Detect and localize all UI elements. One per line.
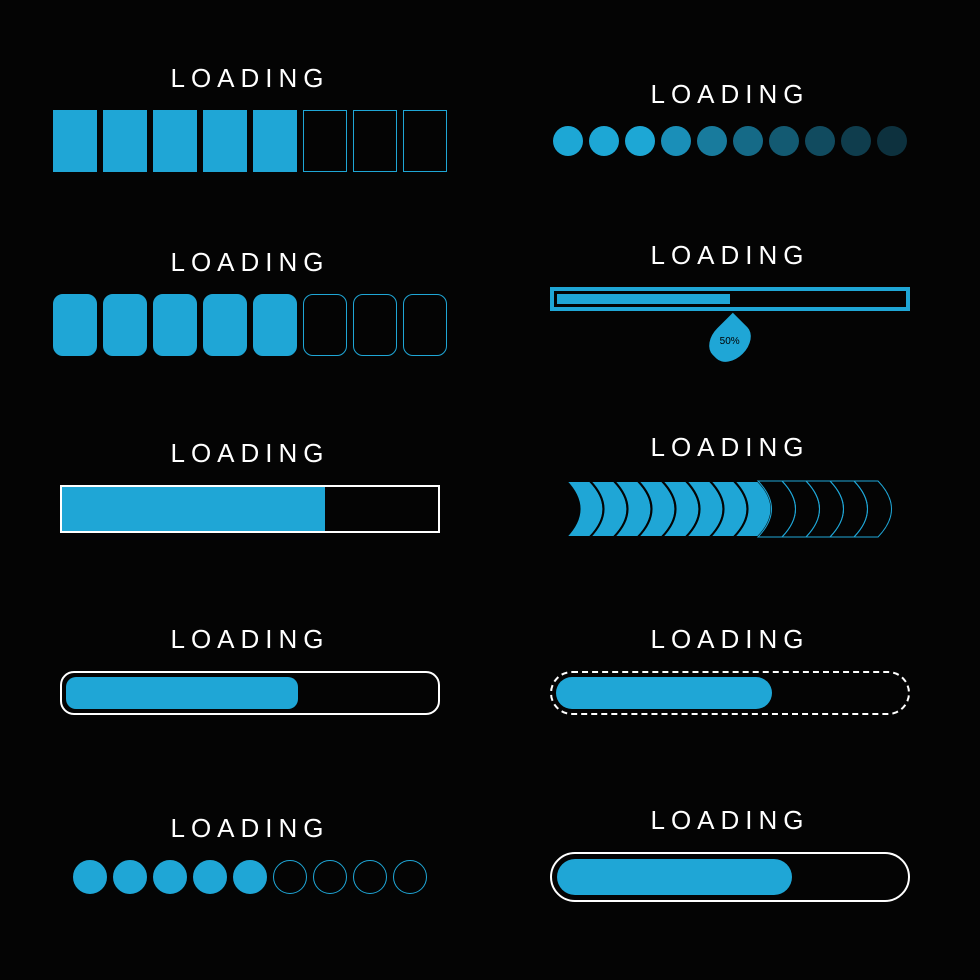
dot [353, 860, 387, 894]
dot [553, 126, 583, 156]
loader-dots-outline: LOADING [40, 766, 460, 940]
dot [589, 126, 619, 156]
loader-label: LOADING [170, 247, 329, 278]
dot [769, 126, 799, 156]
progress-track [550, 671, 910, 715]
segment [203, 294, 247, 356]
progress-fill [66, 677, 298, 709]
loader-segmented-square: LOADING [40, 30, 460, 204]
progress-fill [557, 294, 730, 304]
progress-track [60, 485, 440, 533]
loader-segmented-rounded: LOADING [40, 214, 460, 388]
progress-fill [62, 487, 325, 531]
arc-segment [854, 481, 892, 537]
arc-segment [830, 481, 868, 537]
segment-row [53, 294, 447, 356]
arc-segment [782, 481, 820, 537]
segment [353, 294, 397, 356]
loader-label: LOADING [650, 432, 809, 463]
progress-fill [557, 859, 792, 895]
loader-pill-solid: LOADING [520, 766, 940, 940]
segment [403, 110, 447, 172]
droplet-icon: 50% [702, 312, 759, 369]
loader-label: LOADING [650, 79, 809, 110]
progress-track [550, 852, 910, 902]
loader-label: LOADING [170, 624, 329, 655]
progress-fill [556, 677, 772, 709]
dot [805, 126, 835, 156]
loader-label: LOADING [170, 63, 329, 94]
segment [203, 110, 247, 172]
segment [103, 294, 147, 356]
segment [403, 294, 447, 356]
segment [153, 294, 197, 356]
loader-bar-rounded: LOADING [40, 582, 460, 756]
segment-row [53, 110, 447, 172]
dot [313, 860, 347, 894]
loader-bar-thin-drop: LOADING 50% [520, 214, 940, 388]
segment [353, 110, 397, 172]
loader-label: LOADING [650, 805, 809, 836]
dot [393, 860, 427, 894]
loader-label: LOADING [650, 240, 809, 271]
progress-track [60, 671, 440, 715]
dot [273, 860, 307, 894]
loader-dots-fade: LOADING [520, 30, 940, 204]
arc-row [566, 479, 894, 539]
loader-label: LOADING [650, 624, 809, 655]
segment [303, 110, 347, 172]
loader-bar-plain: LOADING [40, 398, 460, 572]
dot-row [73, 860, 427, 894]
loader-pill-dashed: LOADING [520, 582, 940, 756]
dot-row [553, 126, 907, 156]
segment [253, 294, 297, 356]
arc-segment [806, 481, 844, 537]
dot [661, 126, 691, 156]
dot [113, 860, 147, 894]
dot [193, 860, 227, 894]
dot [73, 860, 107, 894]
dot [841, 126, 871, 156]
progress-track [550, 287, 910, 311]
loader-arc-segments: LOADING [520, 398, 940, 572]
dot [153, 860, 187, 894]
arc-svg [566, 479, 894, 539]
loader-label: LOADING [170, 438, 329, 469]
dot [733, 126, 763, 156]
dot [233, 860, 267, 894]
droplet-percent: 50% [720, 335, 740, 346]
segment [53, 294, 97, 356]
segment [153, 110, 197, 172]
dot [877, 126, 907, 156]
loader-label: LOADING [170, 813, 329, 844]
segment [53, 110, 97, 172]
segment [303, 294, 347, 356]
segment [253, 110, 297, 172]
dot [697, 126, 727, 156]
segment [103, 110, 147, 172]
dot [625, 126, 655, 156]
